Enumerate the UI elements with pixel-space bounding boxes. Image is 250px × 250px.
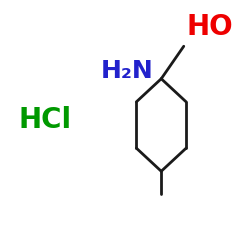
Text: HCl: HCl: [18, 106, 72, 134]
Text: H₂N: H₂N: [101, 59, 154, 83]
Text: HO: HO: [186, 13, 233, 41]
